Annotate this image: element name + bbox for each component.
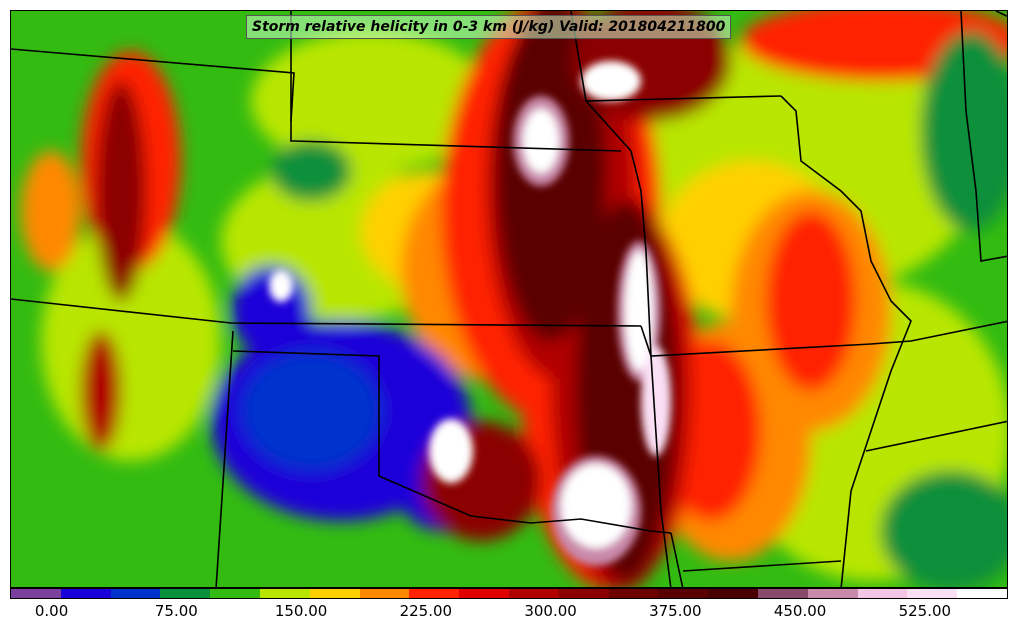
colorbar-segment: [757, 589, 808, 598]
colorbar-segment: [957, 589, 1007, 598]
colorbar-segment: [259, 589, 310, 598]
colorbar-tick-label: 225.00: [399, 602, 453, 620]
colorbar-segment: [359, 589, 410, 598]
colorbar-segment: [907, 589, 958, 598]
helicity-map: [10, 10, 1008, 588]
colorbar-tick-label: 525.00: [898, 602, 952, 620]
colorbar-segment: [309, 589, 360, 598]
colorbar-tick-label: 300.00: [524, 602, 577, 620]
map-canvas: [11, 11, 1007, 587]
colorbar-tick-label: 0.00: [34, 602, 69, 620]
colorbar-segment: [409, 589, 460, 598]
map-title: Storm relative helicity in 0-3 km (J/kg)…: [246, 15, 732, 39]
colorbar-segment: [857, 589, 908, 598]
colorbar-segment: [160, 589, 211, 598]
colorbar-tick-label: 75.00: [154, 602, 198, 620]
colorbar-tick-label: 150.00: [274, 602, 328, 620]
colorbar-segment: [708, 589, 758, 598]
colorbar-segment: [110, 589, 161, 598]
colorbar-tick-label: 375.00: [649, 602, 702, 620]
colorbar-segment: [608, 589, 659, 598]
colorbar-ticks: 0.00 75.00 150.00 225.00 300.00 375.00 450.00 5…: [10, 600, 1008, 630]
colorbar-segment: [508, 589, 559, 598]
colorbar-segment: [60, 589, 111, 598]
colorbar-segment: [658, 589, 709, 598]
colorbar-tick-label: 450.00: [773, 602, 827, 620]
colorbar-segment: [210, 589, 260, 598]
colorbar-segment: [558, 589, 609, 598]
colorbar: [10, 588, 1008, 599]
colorbar-segment: [807, 589, 858, 598]
colorbar-segment: [459, 589, 509, 598]
state-boundaries: [11, 11, 1007, 587]
colorbar-segment: [11, 589, 61, 598]
